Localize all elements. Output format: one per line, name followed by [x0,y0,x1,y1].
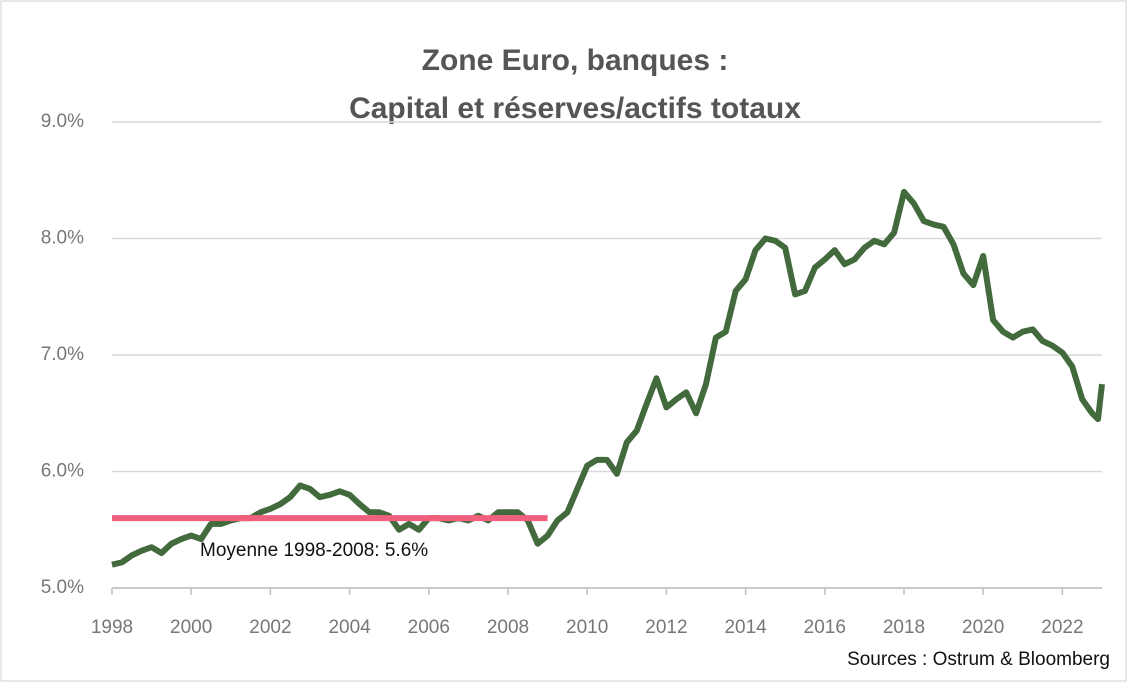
y-tick-label: 9.0% [41,111,84,132]
x-tick-label: 2006 [408,617,450,638]
reference-label: Moyenne 1998-2008: 5.6% [200,540,428,561]
x-tick-label: 2000 [170,617,212,638]
x-tick-label: 2008 [487,617,529,638]
x-tick-label: 2020 [962,617,1004,638]
x-tick-label: 2022 [1041,617,1083,638]
x-tick-label: 2016 [804,617,846,638]
x-tick-label: 2014 [724,617,767,638]
x-tick-label: 2002 [249,617,291,638]
x-tick-label: 2012 [645,617,687,638]
chart-subtitle: Capital et réserves/actifs totaux [349,92,801,125]
y-tick-label: 5.0% [41,577,84,598]
x-tick-label: 2018 [883,617,925,638]
series-line [111,188,1105,568]
chart-title: Zone Euro, banques : [422,44,729,77]
x-tick-label: 2004 [328,617,371,638]
y-tick-label: 8.0% [41,228,84,249]
x-tick-label: 1998 [91,617,133,638]
x-tick-label: 2010 [566,617,608,638]
y-tick-label: 6.0% [41,461,84,482]
source: Sources : Ostrum & Bloomberg [847,649,1110,670]
y-tick-label: 7.0% [41,344,84,365]
